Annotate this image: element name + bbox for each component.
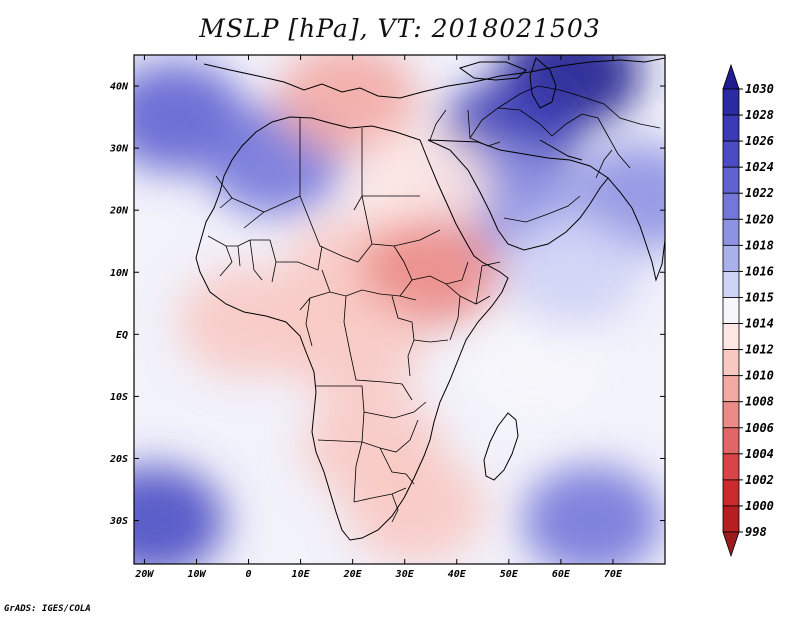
colorbar-label: 1002: [745, 473, 774, 487]
field-region-arabian-sea: [501, 217, 642, 328]
colorbar-label: 1006: [745, 421, 774, 435]
x-tick-label: 60E: [552, 569, 571, 580]
field-region-gulf-guinea-low: [178, 266, 319, 377]
india-coastline: [607, 177, 665, 282]
europe-coastline: [203, 57, 665, 99]
colorbar-label: 1014: [745, 317, 774, 331]
colorbar-segment: [722, 140, 740, 168]
colorbar-segment: [722, 218, 740, 246]
y-tick-label: 40N: [110, 82, 129, 93]
colorbar-label: 1010: [745, 369, 774, 383]
border-lines-east: [445, 261, 501, 341]
arabia-coastline: [427, 139, 609, 251]
caspian-coastline: [529, 57, 557, 109]
field-region-indian-ocean-neutral: [464, 310, 605, 421]
field-region-red-sea-trough: [350, 130, 491, 241]
grads-credit: GrADS: IGES/COLA: [4, 604, 91, 614]
colorbar: 1030 1028 1026 1024 1022 1020 1018 1016 1015 1014…: [722, 63, 774, 558]
border-lines-south: [316, 385, 427, 523]
africa-coastline: [195, 116, 509, 541]
colorbar-segment: [722, 166, 740, 194]
colorbar-segment: [722, 505, 740, 533]
colorbar-label: 1024: [745, 160, 774, 174]
colorbar-bottom-arrow: [722, 531, 740, 558]
colorbar-label: 1020: [745, 212, 774, 226]
border-lines-west: [207, 235, 323, 283]
colorbar-label: 998: [745, 525, 767, 539]
border-lines-central: [299, 245, 463, 401]
colorbar-segment: [722, 375, 740, 403]
y-tick-label: 20N: [109, 206, 129, 217]
colorbar-segment: [722, 427, 740, 455]
field-region-sudan-low: [360, 217, 501, 328]
pressure-field: [134, 55, 665, 564]
country-borders: [207, 85, 661, 523]
x-tick-label: 40E: [448, 569, 467, 580]
axis-ticks: [134, 55, 665, 564]
x-tick-label: 70E: [604, 569, 623, 580]
border-lines-asia: [429, 85, 661, 223]
field-region-mozambique-low: [345, 453, 486, 564]
madagascar-coastline: [483, 412, 519, 481]
colorbar-segment: [722, 244, 740, 272]
colorbar-segment: [722, 323, 740, 350]
x-tick-label: 10E: [292, 569, 311, 580]
colorbar-segment: [722, 349, 740, 377]
colorbar-label: 1016: [745, 264, 774, 278]
colorbar-segment: [722, 114, 740, 142]
colorbar-top-arrow: [722, 63, 740, 90]
colorbar-segment: [722, 192, 740, 220]
persian-gulf-coastline: [539, 139, 583, 161]
colorbar-segment: [722, 271, 740, 298]
colorbar-segment: [722, 88, 740, 116]
colorbar-segment: [722, 401, 740, 429]
colorbar-label: 1015: [745, 290, 774, 304]
colorbar-label: 1012: [745, 343, 774, 357]
y-tick-label: 20S: [109, 454, 128, 465]
colorbar-segment: [722, 479, 740, 507]
colorbar-label: 1028: [745, 108, 774, 122]
x-tick-label: 10W: [187, 569, 206, 580]
colorbar-label: 1022: [745, 186, 774, 200]
x-tick-label: 0: [246, 569, 252, 580]
x-tick-label: 30E: [395, 569, 415, 580]
y-tick-label: 30S: [109, 516, 128, 527]
field-region-south-atlantic-high: [134, 465, 225, 564]
colorbar-label: 1026: [745, 134, 774, 148]
y-tick-label: 10N: [110, 268, 129, 279]
y-tick-label: EQ: [116, 330, 128, 341]
plot-frame: [133, 54, 666, 565]
colorbar-label: 1008: [745, 395, 774, 409]
y-tick-label: 30N: [109, 144, 129, 155]
y-axis-labels: 40N 30N 20N 10N EQ 10S 20S 30S: [109, 82, 129, 528]
colorbar-label: 1004: [745, 447, 774, 461]
map-title: MSLP [hPa], VT: 2018021503: [199, 14, 601, 43]
x-tick-label: 20W: [134, 569, 154, 580]
x-axis-labels: 20W 10W 0 10E 20E 30E 40E 50E 60E 70E: [134, 569, 623, 580]
y-tick-label: 10S: [110, 392, 128, 403]
colorbar-label: 1018: [745, 238, 774, 252]
black-sea-coastline: [458, 61, 527, 81]
colorbar-label: 1030: [745, 82, 774, 96]
colorbar-segment: [722, 453, 740, 481]
coastlines: [195, 57, 665, 541]
x-tick-label: 20E: [343, 569, 363, 580]
field-region-south-indian-high: [522, 465, 663, 564]
colorbar-label: 1000: [745, 499, 774, 513]
colorbar-segment: [722, 297, 740, 324]
x-tick-label: 50E: [500, 569, 519, 580]
